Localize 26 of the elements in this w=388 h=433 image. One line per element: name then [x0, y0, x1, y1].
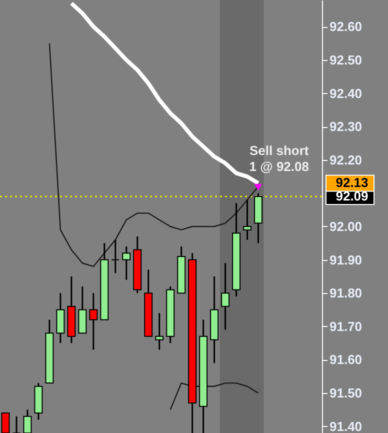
- candlestick: [23, 408, 32, 433]
- candlestick: [56, 292, 65, 344]
- candlestick: [78, 286, 87, 334]
- y-tick-label: 91.70: [330, 318, 362, 334]
- candlestick: [122, 246, 131, 281]
- y-tick-label: 92.40: [330, 86, 362, 101]
- annotation: Sell short 1 @ 92.08: [249, 142, 310, 174]
- y-tick-label: 91.90: [330, 252, 362, 268]
- y-tick-label: 92.20: [330, 152, 362, 168]
- candlestick: [221, 262, 230, 330]
- candlestick: [243, 199, 252, 241]
- candlestick: [89, 292, 98, 350]
- candlestick: [155, 312, 164, 350]
- y-tick-label: 91.60: [330, 352, 362, 368]
- candlestick: [111, 239, 120, 274]
- y-tick-label: 92.00: [330, 218, 362, 234]
- y-tick-label: 92.50: [330, 52, 362, 68]
- y-tick-label: 91.80: [330, 286, 362, 301]
- y-tick-label: 92.30: [330, 119, 362, 134]
- y-tick-label: 92.60: [330, 19, 362, 34]
- ref-line-label: 92.09: [336, 188, 368, 204]
- text: 92.13: [336, 175, 368, 190]
- y-tick-label: 91.40: [330, 418, 362, 433]
- candlestick: [12, 416, 21, 433]
- candlestick: [1, 412, 10, 433]
- y-tick-label: 91.50: [330, 386, 362, 401]
